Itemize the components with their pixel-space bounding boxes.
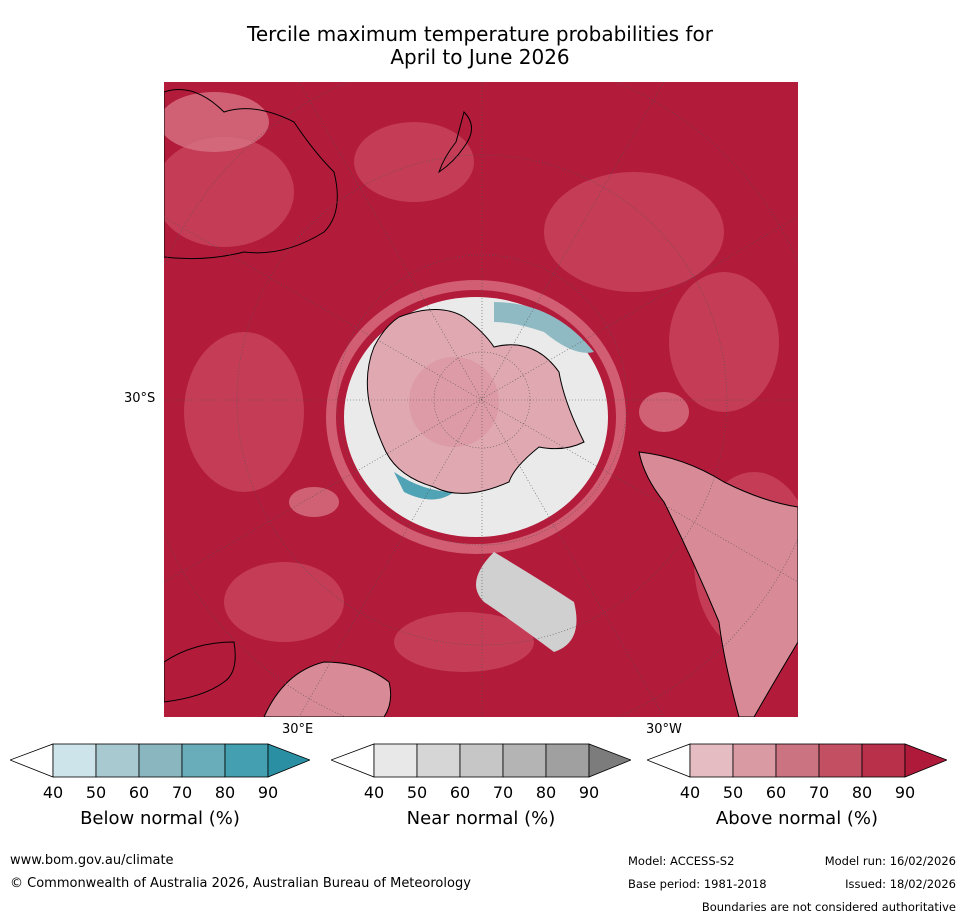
- lon-label-30w: 30°W: [646, 722, 682, 737]
- above-normal-tick-label: 50: [722, 783, 744, 802]
- below-normal-cb-segment: [95, 743, 140, 778]
- footer-copyright: © Commonwealth of Australia 2026, Austra…: [10, 876, 471, 891]
- near-normal-colorbar-label: Near normal (%): [406, 808, 556, 829]
- near-normal-tick-label: 60: [449, 783, 471, 802]
- below-normal-tick-label: 50: [85, 783, 107, 802]
- above-normal-cb-segment: [818, 743, 863, 778]
- below-normal-tick-label: 90: [257, 783, 279, 802]
- footer-issued: Issued: 18/02/2026: [845, 877, 956, 891]
- below-normal-cb-segment: [181, 743, 226, 778]
- madagascar-region: [263, 661, 392, 717]
- above-normal-cb-segment: [689, 743, 734, 778]
- below-normal-cb-high-triangle: [267, 743, 310, 778]
- near-normal-colorbar: [331, 743, 631, 779]
- footer-website: www.bom.gov.au/climate: [10, 853, 174, 868]
- near-normal-cb-segment: [502, 743, 547, 778]
- below-normal-colorbar-label: Below normal (%): [80, 808, 240, 829]
- near-normal-tick-label: 50: [406, 783, 428, 802]
- above-normal-tick-label: 70: [808, 783, 830, 802]
- new-zealand: [438, 111, 472, 174]
- above-normal-colorbar: [647, 743, 947, 779]
- footer-boundaries: Boundaries are not considered authoritat…: [701, 900, 956, 914]
- footer-model-run: Model run: 16/02/2026: [824, 854, 956, 868]
- lat-label-30s: 30°S: [124, 391, 156, 406]
- below-normal-colorbar: [10, 743, 310, 779]
- near-normal-cb-segment: [373, 743, 418, 778]
- below-normal-cb-segment: [52, 743, 97, 778]
- near-normal-tick-label: 40: [363, 783, 385, 802]
- near-normal-tick-label: 70: [492, 783, 514, 802]
- footer-model: Model: ACCESS-S2: [628, 854, 735, 868]
- above-normal-tick-label: 60: [765, 783, 787, 802]
- above-normal-colorbar-label: Above normal (%): [715, 808, 879, 829]
- graticule: [164, 82, 798, 717]
- south-america: [638, 451, 798, 717]
- africa: [164, 641, 236, 703]
- probability-map: [164, 82, 798, 717]
- below-normal-tick-label: 70: [171, 783, 193, 802]
- australia: [164, 89, 338, 260]
- above-normal-cb-segment: [732, 743, 777, 778]
- title-line-2: April to June 2026: [390, 45, 570, 69]
- above-normal-tick-label: 90: [894, 783, 916, 802]
- above-normal-cb-segment: [861, 743, 906, 778]
- near-normal-tick-label: 90: [578, 783, 600, 802]
- near-normal-tongue: [476, 552, 577, 652]
- above-normal-cb-low-triangle: [647, 743, 691, 778]
- above-normal-cb-high-triangle: [904, 743, 947, 778]
- below-normal-streak-east: [494, 302, 594, 353]
- below-normal-cb-segment: [138, 743, 183, 778]
- above-normal-cb-segment: [775, 743, 820, 778]
- below-normal-streak-west: [394, 472, 454, 500]
- footer-base-period: Base period: 1981-2018: [628, 877, 767, 891]
- below-normal-tick-label: 60: [128, 783, 150, 802]
- near-normal-cb-segment: [459, 743, 504, 778]
- near-normal-cb-segment: [416, 743, 461, 778]
- near-normal-cb-segment: [545, 743, 590, 778]
- below-normal-tick-label: 80: [214, 783, 236, 802]
- above-normal-tick-label: 40: [679, 783, 701, 802]
- near-normal-tick-label: 80: [535, 783, 557, 802]
- below-normal-cb-low-triangle: [10, 743, 54, 778]
- title-line-1: Tercile maximum temperature probabilitie…: [247, 22, 713, 46]
- near-normal-cb-high-triangle: [588, 743, 631, 778]
- above-normal-tick-label: 80: [851, 783, 873, 802]
- below-normal-tick-label: 40: [42, 783, 64, 802]
- lon-label-30e: 30°E: [282, 722, 314, 737]
- below-normal-cb-segment: [224, 743, 269, 778]
- near-normal-cb-low-triangle: [331, 743, 375, 778]
